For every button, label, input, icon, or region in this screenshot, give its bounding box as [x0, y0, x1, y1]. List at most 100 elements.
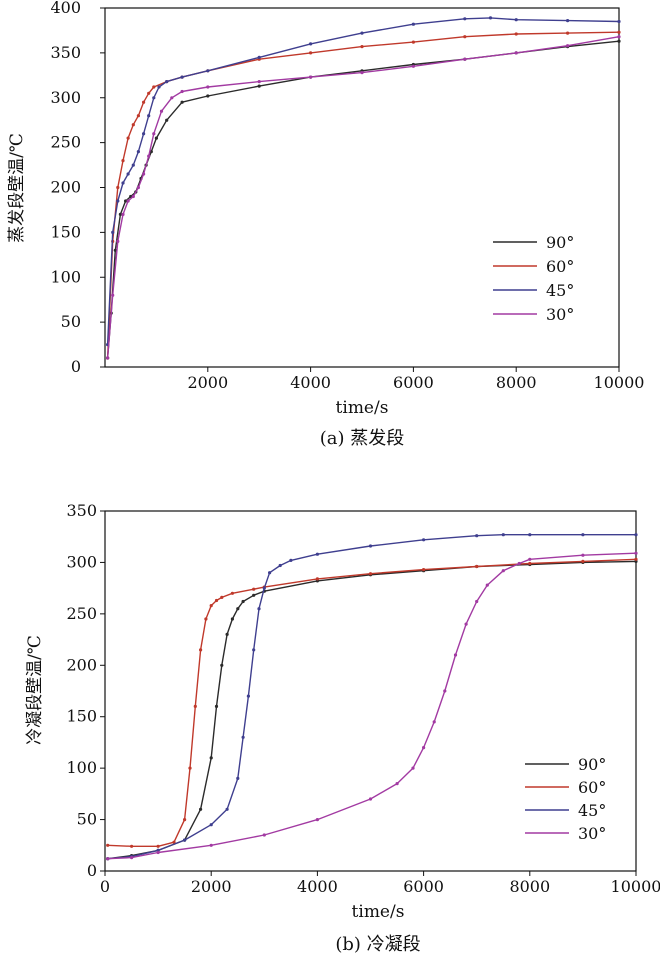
y-tick-label: 250 [50, 133, 81, 152]
data-point [126, 136, 130, 140]
data-point [463, 57, 467, 61]
y-tick-label: 300 [50, 88, 81, 107]
data-point [111, 230, 115, 234]
panel-b-axis-ticks: 0 2000 4000 6000 8000 10000 0 50 100 150 200 250 300… [66, 501, 660, 896]
data-point [136, 185, 140, 190]
legend-a-label-45: 45° [546, 281, 574, 300]
y-tick-label: 0 [71, 357, 81, 376]
data-point [183, 818, 187, 822]
data-point [225, 632, 229, 637]
data-point [488, 16, 493, 20]
data-point [262, 833, 266, 837]
x-tick-label: 4000 [290, 373, 331, 392]
x-tick-label: 10000 [611, 877, 660, 896]
data-point [246, 694, 250, 698]
data-point [121, 159, 125, 163]
data-point [206, 94, 210, 98]
data-point [154, 136, 158, 140]
data-point [581, 559, 585, 564]
data-point [617, 30, 621, 34]
data-point [501, 533, 505, 537]
y-tick-label: 100 [66, 758, 97, 777]
series-line-a-2 [106, 17, 620, 345]
data-point [463, 35, 467, 39]
panel-a-caption: (a) 蒸发段 [320, 428, 405, 449]
data-point [368, 797, 373, 801]
data-point [432, 720, 436, 724]
data-point [131, 163, 135, 167]
data-point [118, 212, 122, 216]
data-point [236, 776, 240, 781]
data-point [315, 577, 319, 581]
panel-a: 2000 4000 6000 8000 10000 0 50 100 150 200 250 300 3… [7, 0, 644, 449]
data-point [241, 735, 245, 739]
legend-a-label-60: 60° [546, 257, 574, 276]
data-point [581, 533, 585, 537]
data-point [617, 35, 621, 39]
data-point [124, 199, 128, 203]
x-tick-label: 8000 [509, 877, 550, 896]
data-point [528, 533, 532, 537]
x-tick-label: 6000 [393, 373, 434, 392]
panel-b-y-axis-label: 冷凝段壁温/℃ [25, 635, 45, 745]
data-point [617, 19, 621, 24]
data-point [257, 80, 261, 84]
data-point [566, 31, 570, 35]
data-point [257, 55, 261, 60]
x-tick-label: 4000 [297, 877, 338, 896]
data-point [116, 199, 120, 203]
data-point [422, 746, 426, 750]
data-point [131, 123, 135, 127]
data-point [395, 782, 399, 786]
data-point [121, 181, 125, 185]
data-point [230, 617, 234, 621]
data-point [514, 51, 518, 55]
data-point [121, 212, 125, 216]
data-point [309, 42, 313, 46]
y-tick-label: 200 [50, 178, 81, 197]
data-point [309, 75, 313, 79]
data-point [152, 85, 156, 89]
data-point [634, 551, 638, 555]
y-tick-label: 150 [50, 222, 81, 241]
data-point [147, 91, 151, 95]
data-point [463, 17, 467, 21]
data-point [131, 194, 135, 199]
panel-a-plot-frame [104, 7, 620, 368]
data-point [152, 132, 156, 136]
data-point [617, 39, 621, 43]
panel-a-y-axis-label: 蒸发段壁温/℃ [7, 133, 27, 243]
data-point [157, 85, 161, 89]
data-point [268, 571, 272, 575]
panel-a-series-group [106, 16, 621, 360]
data-point [159, 109, 164, 113]
x-tick-label: 0 [100, 877, 110, 896]
data-point [257, 84, 261, 88]
y-tick-label: 150 [66, 707, 97, 726]
y-tick-label: 350 [66, 501, 97, 520]
data-point [443, 689, 447, 693]
data-point [170, 96, 174, 100]
data-point [411, 22, 415, 26]
data-point [566, 44, 570, 48]
y-tick-label: 50 [77, 810, 97, 829]
data-point [368, 544, 373, 548]
data-point [209, 843, 213, 847]
data-point [126, 199, 130, 203]
data-point [475, 534, 479, 538]
data-point [165, 118, 169, 122]
x-tick-label: 2000 [187, 373, 228, 392]
data-point [165, 80, 169, 84]
data-point [225, 807, 229, 811]
panel-b-caption: (b) 冷凝段 [335, 934, 420, 955]
data-point [214, 704, 219, 709]
data-point [106, 356, 110, 360]
y-tick-label: 0 [87, 861, 97, 880]
data-point [156, 844, 160, 848]
data-point [209, 823, 213, 827]
data-point [142, 132, 146, 136]
panel-a-axis-ticks: 2000 4000 6000 8000 10000 0 50 100 150 200 250 300 3… [50, 0, 644, 392]
series-line-b-1 [107, 558, 637, 847]
data-point [209, 604, 213, 608]
